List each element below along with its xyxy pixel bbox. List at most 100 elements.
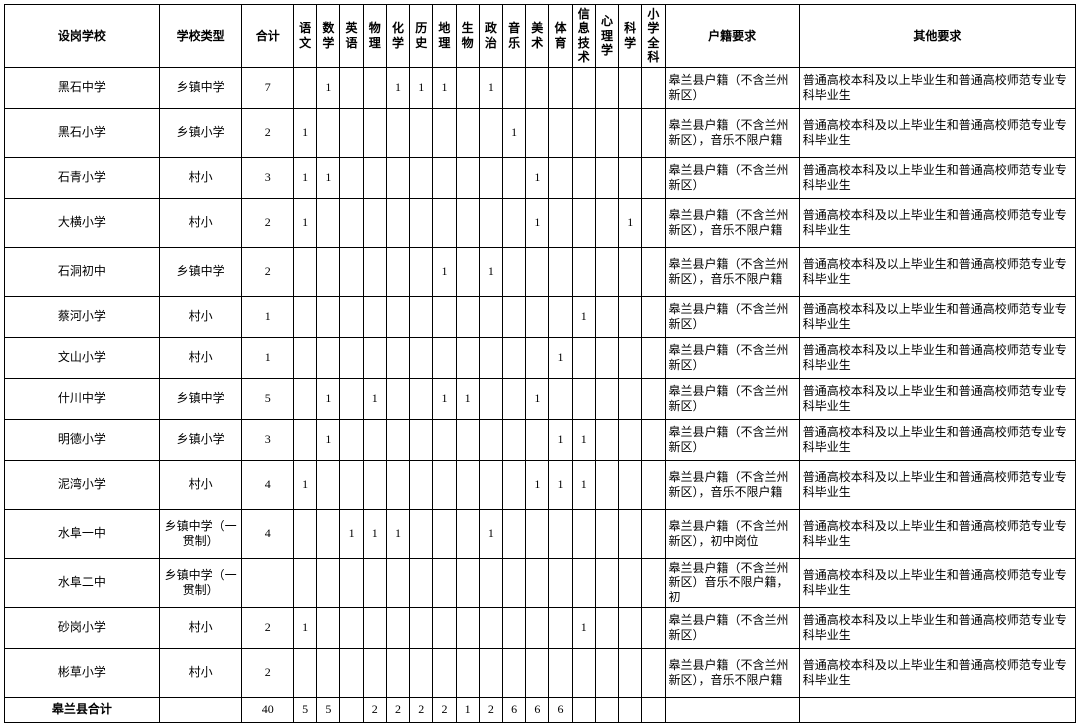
cell-type: 乡镇小学 [159, 419, 242, 460]
cell-subj: 1 [572, 460, 595, 509]
cell-subj [572, 198, 595, 247]
cell-subj [456, 157, 479, 198]
cell-subj [340, 558, 363, 607]
cell-subj [456, 509, 479, 558]
table-row: 文山小学村小11皋兰县户籍（不含兰州新区）普通高校本科及以上毕业生和普通高校师范… [5, 337, 1076, 378]
cell-subj [317, 247, 340, 296]
cell-subj [410, 419, 433, 460]
col-s6: 地理 [433, 5, 456, 68]
cell-subj [549, 509, 572, 558]
cell-subj [410, 607, 433, 648]
cell-subj: 1 [317, 67, 340, 108]
cell-subj [502, 67, 525, 108]
cell-subj: 1 [526, 378, 549, 419]
cell-total: 4 [242, 509, 294, 558]
cell-subj [410, 337, 433, 378]
cell-subj [549, 607, 572, 648]
cell-subj [619, 419, 642, 460]
cell-type: 村小 [159, 157, 242, 198]
cell-subj [479, 108, 502, 157]
cell-subj [572, 157, 595, 198]
cell-subj: 1 [619, 198, 642, 247]
cell-subj [619, 296, 642, 337]
cell-subj: 1 [340, 509, 363, 558]
cell-subj: 1 [526, 198, 549, 247]
cell-subj: 2 [386, 697, 409, 722]
cell-subj [572, 697, 595, 722]
cell-subj [317, 198, 340, 247]
cell-subj [619, 460, 642, 509]
cell-subj [294, 509, 317, 558]
cell-subj [595, 337, 618, 378]
cell-hukou: 皋兰县户籍（不含兰州新区） [665, 67, 799, 108]
col-s15: 小学全科 [642, 5, 665, 68]
cell-other: 普通高校本科及以上毕业生和普通高校师范专业专科毕业生 [799, 67, 1075, 108]
cell-subj [410, 108, 433, 157]
cell-hukou: 皋兰县户籍（不含兰州新区） [665, 337, 799, 378]
col-s1: 数学 [317, 5, 340, 68]
cell-total: 2 [242, 607, 294, 648]
cell-subj [502, 648, 525, 697]
cell-subj [619, 247, 642, 296]
cell-subj [642, 247, 665, 296]
cell-subj [433, 296, 456, 337]
cell-subj [456, 296, 479, 337]
cell-subj [642, 648, 665, 697]
cell-school: 黑石中学 [5, 67, 160, 108]
cell-school: 彬草小学 [5, 648, 160, 697]
table-row: 明德小学乡镇小学3111皋兰县户籍（不含兰州新区）普通高校本科及以上毕业生和普通… [5, 419, 1076, 460]
cell-school: 水阜一中 [5, 509, 160, 558]
cell-subj [642, 558, 665, 607]
cell-subj [340, 247, 363, 296]
cell-hukou: 皋兰县户籍（不含兰州新区） [665, 296, 799, 337]
cell-subj [294, 337, 317, 378]
cell-subj: 1 [526, 460, 549, 509]
cell-subj: 1 [549, 337, 572, 378]
cell-hukou: 皋兰县户籍（不含兰州新区） [665, 157, 799, 198]
cell-subj [502, 337, 525, 378]
cell-subj: 2 [410, 697, 433, 722]
cell-subj [619, 157, 642, 198]
cell-subj [363, 296, 386, 337]
cell-subj [410, 247, 433, 296]
cell-other: 普通高校本科及以上毕业生和普通高校师范专业专科毕业生 [799, 296, 1075, 337]
cell-school: 蔡河小学 [5, 296, 160, 337]
cell-subj [595, 509, 618, 558]
table-row: 彬草小学村小2皋兰县户籍（不含兰州新区），音乐不限户籍普通高校本科及以上毕业生和… [5, 648, 1076, 697]
cell-subj [642, 697, 665, 722]
cell-subj: 1 [572, 296, 595, 337]
cell-subj [340, 697, 363, 722]
cell-subj [572, 108, 595, 157]
col-s7: 生物 [456, 5, 479, 68]
cell-subj [386, 419, 409, 460]
cell-subj [572, 509, 595, 558]
cell-hukou: 皋兰县户籍（不含兰州新区），音乐不限户籍 [665, 108, 799, 157]
cell-subj [549, 108, 572, 157]
cell-subj [619, 108, 642, 157]
cell-hukou: 皋兰县户籍（不含兰州新区） [665, 607, 799, 648]
cell-subj [479, 296, 502, 337]
cell-subj [386, 378, 409, 419]
cell-subj [595, 157, 618, 198]
col-s11: 体育 [549, 5, 572, 68]
cell-subj [549, 648, 572, 697]
table-row: 什川中学乡镇中学511111皋兰县户籍（不含兰州新区）普通高校本科及以上毕业生和… [5, 378, 1076, 419]
cell-subj [410, 509, 433, 558]
cell-subj [363, 108, 386, 157]
cell-subj [433, 558, 456, 607]
cell-subj [410, 648, 433, 697]
cell-subj [595, 108, 618, 157]
cell-hukou: 皋兰县户籍（不含兰州新区），音乐不限户籍 [665, 198, 799, 247]
table-row: 蔡河小学村小11皋兰县户籍（不含兰州新区）普通高校本科及以上毕业生和普通高校师范… [5, 296, 1076, 337]
cell-subj [526, 67, 549, 108]
cell-subj [363, 247, 386, 296]
cell-subj [619, 67, 642, 108]
cell-subj [595, 607, 618, 648]
cell-hukou: 皋兰县户籍（不含兰州新区） [665, 378, 799, 419]
cell-subj: 1 [294, 108, 317, 157]
cell-subj [294, 558, 317, 607]
cell-subj [502, 157, 525, 198]
cell-subj [572, 648, 595, 697]
cell-subj [572, 67, 595, 108]
cell-subj [363, 648, 386, 697]
